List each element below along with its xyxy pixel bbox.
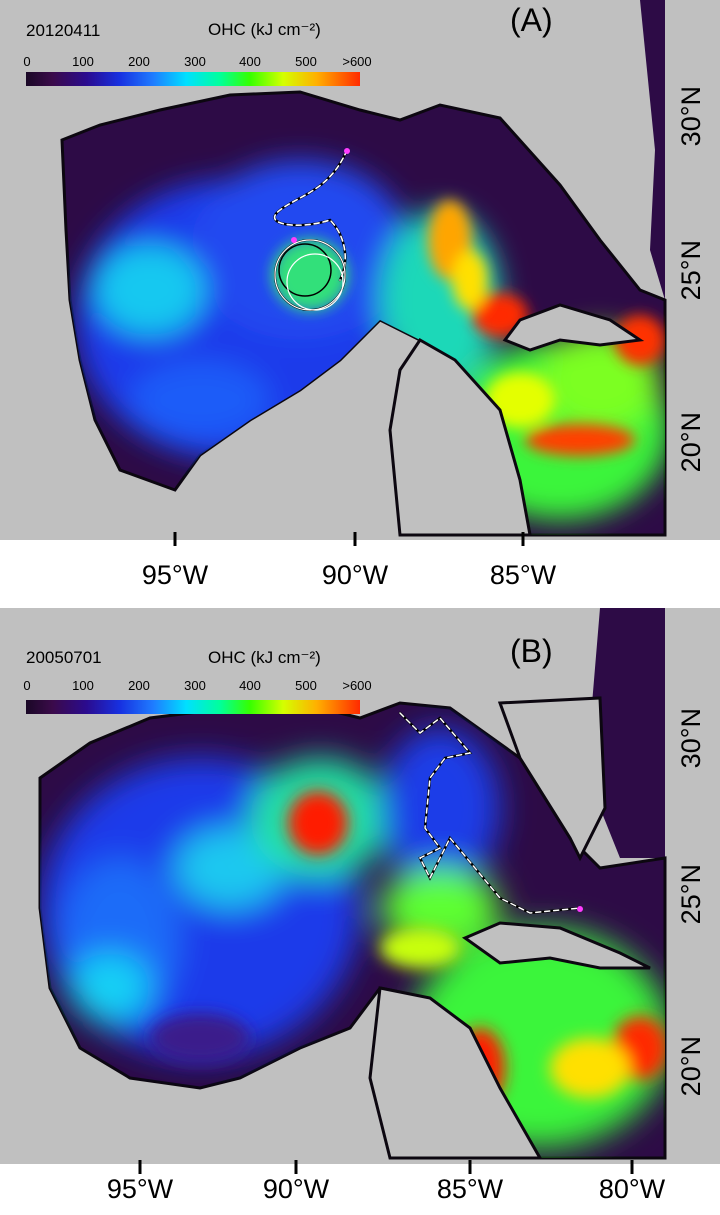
colorbar-tick: 500 (295, 54, 317, 69)
lat-label: 20°N (676, 1036, 706, 1097)
drifter-track-b (398, 711, 583, 915)
colorbar-tick: >600 (342, 54, 372, 69)
lon-ticks (138, 1160, 634, 1174)
atlantic-shelf (640, 0, 665, 300)
lon-label: 90°W (321, 560, 389, 590)
florida-land (497, 696, 607, 862)
lon-label: 85°W (436, 1174, 504, 1204)
panel-a: 20120411 (A) OHC (kJ cm⁻²) 0 100 200 300… (0, 0, 720, 600)
colorbar-tick: 100 (72, 678, 94, 693)
lon-label: 85°W (489, 560, 557, 590)
colorbar-tick: 100 (72, 54, 94, 69)
yucatan-land (388, 338, 532, 537)
colorbar-tick: 300 (184, 678, 206, 693)
colorbar-title: OHC (kJ cm⁻²) (208, 648, 321, 667)
colorbar-tick: 200 (128, 678, 150, 693)
cuba-land (502, 303, 645, 352)
lat-label: 25°N (676, 864, 706, 925)
date-label: 20050701 (26, 648, 102, 667)
ohc-map-a (0, 0, 720, 540)
lon-label: 95°W (106, 1174, 174, 1204)
lat-label: 20°N (676, 412, 706, 473)
colorbar-tick: 300 (184, 54, 206, 69)
atlantic-shelf (590, 608, 665, 858)
colorbar-tick: >600 (342, 678, 372, 693)
lat-label: 30°N (676, 708, 706, 769)
lon-ticks (173, 532, 525, 546)
lat-label: 25°N (676, 240, 706, 301)
ohc-map-b (0, 608, 720, 1164)
date-label: 20120411 (26, 21, 101, 40)
lon-label: 95°W (141, 560, 209, 590)
colorbar-tick: 500 (295, 678, 317, 693)
colorbar-tick: 0 (23, 678, 31, 693)
colorbar-tick: 200 (128, 54, 150, 69)
panel-label: (B) (510, 633, 553, 669)
panel-label: (A) (510, 2, 553, 38)
colorbar-tick: 0 (23, 54, 31, 69)
lon-label: 90°W (262, 1174, 330, 1204)
lon-label: 80°W (598, 1174, 666, 1204)
cuba-land (461, 921, 651, 970)
colorbar-title: OHC (kJ cm⁻²) (208, 20, 321, 39)
colorbar-tick: 400 (239, 54, 261, 69)
colorbar-tick: 400 (239, 678, 261, 693)
drifter-track-a (273, 148, 350, 311)
panel-b: 20050701 (B) OHC (kJ cm⁻²) 0 100 200 300… (0, 608, 720, 1215)
colorbar (26, 72, 360, 86)
colorbar (26, 700, 360, 714)
yucatan-land (368, 986, 543, 1160)
lat-label: 30°N (676, 86, 706, 147)
